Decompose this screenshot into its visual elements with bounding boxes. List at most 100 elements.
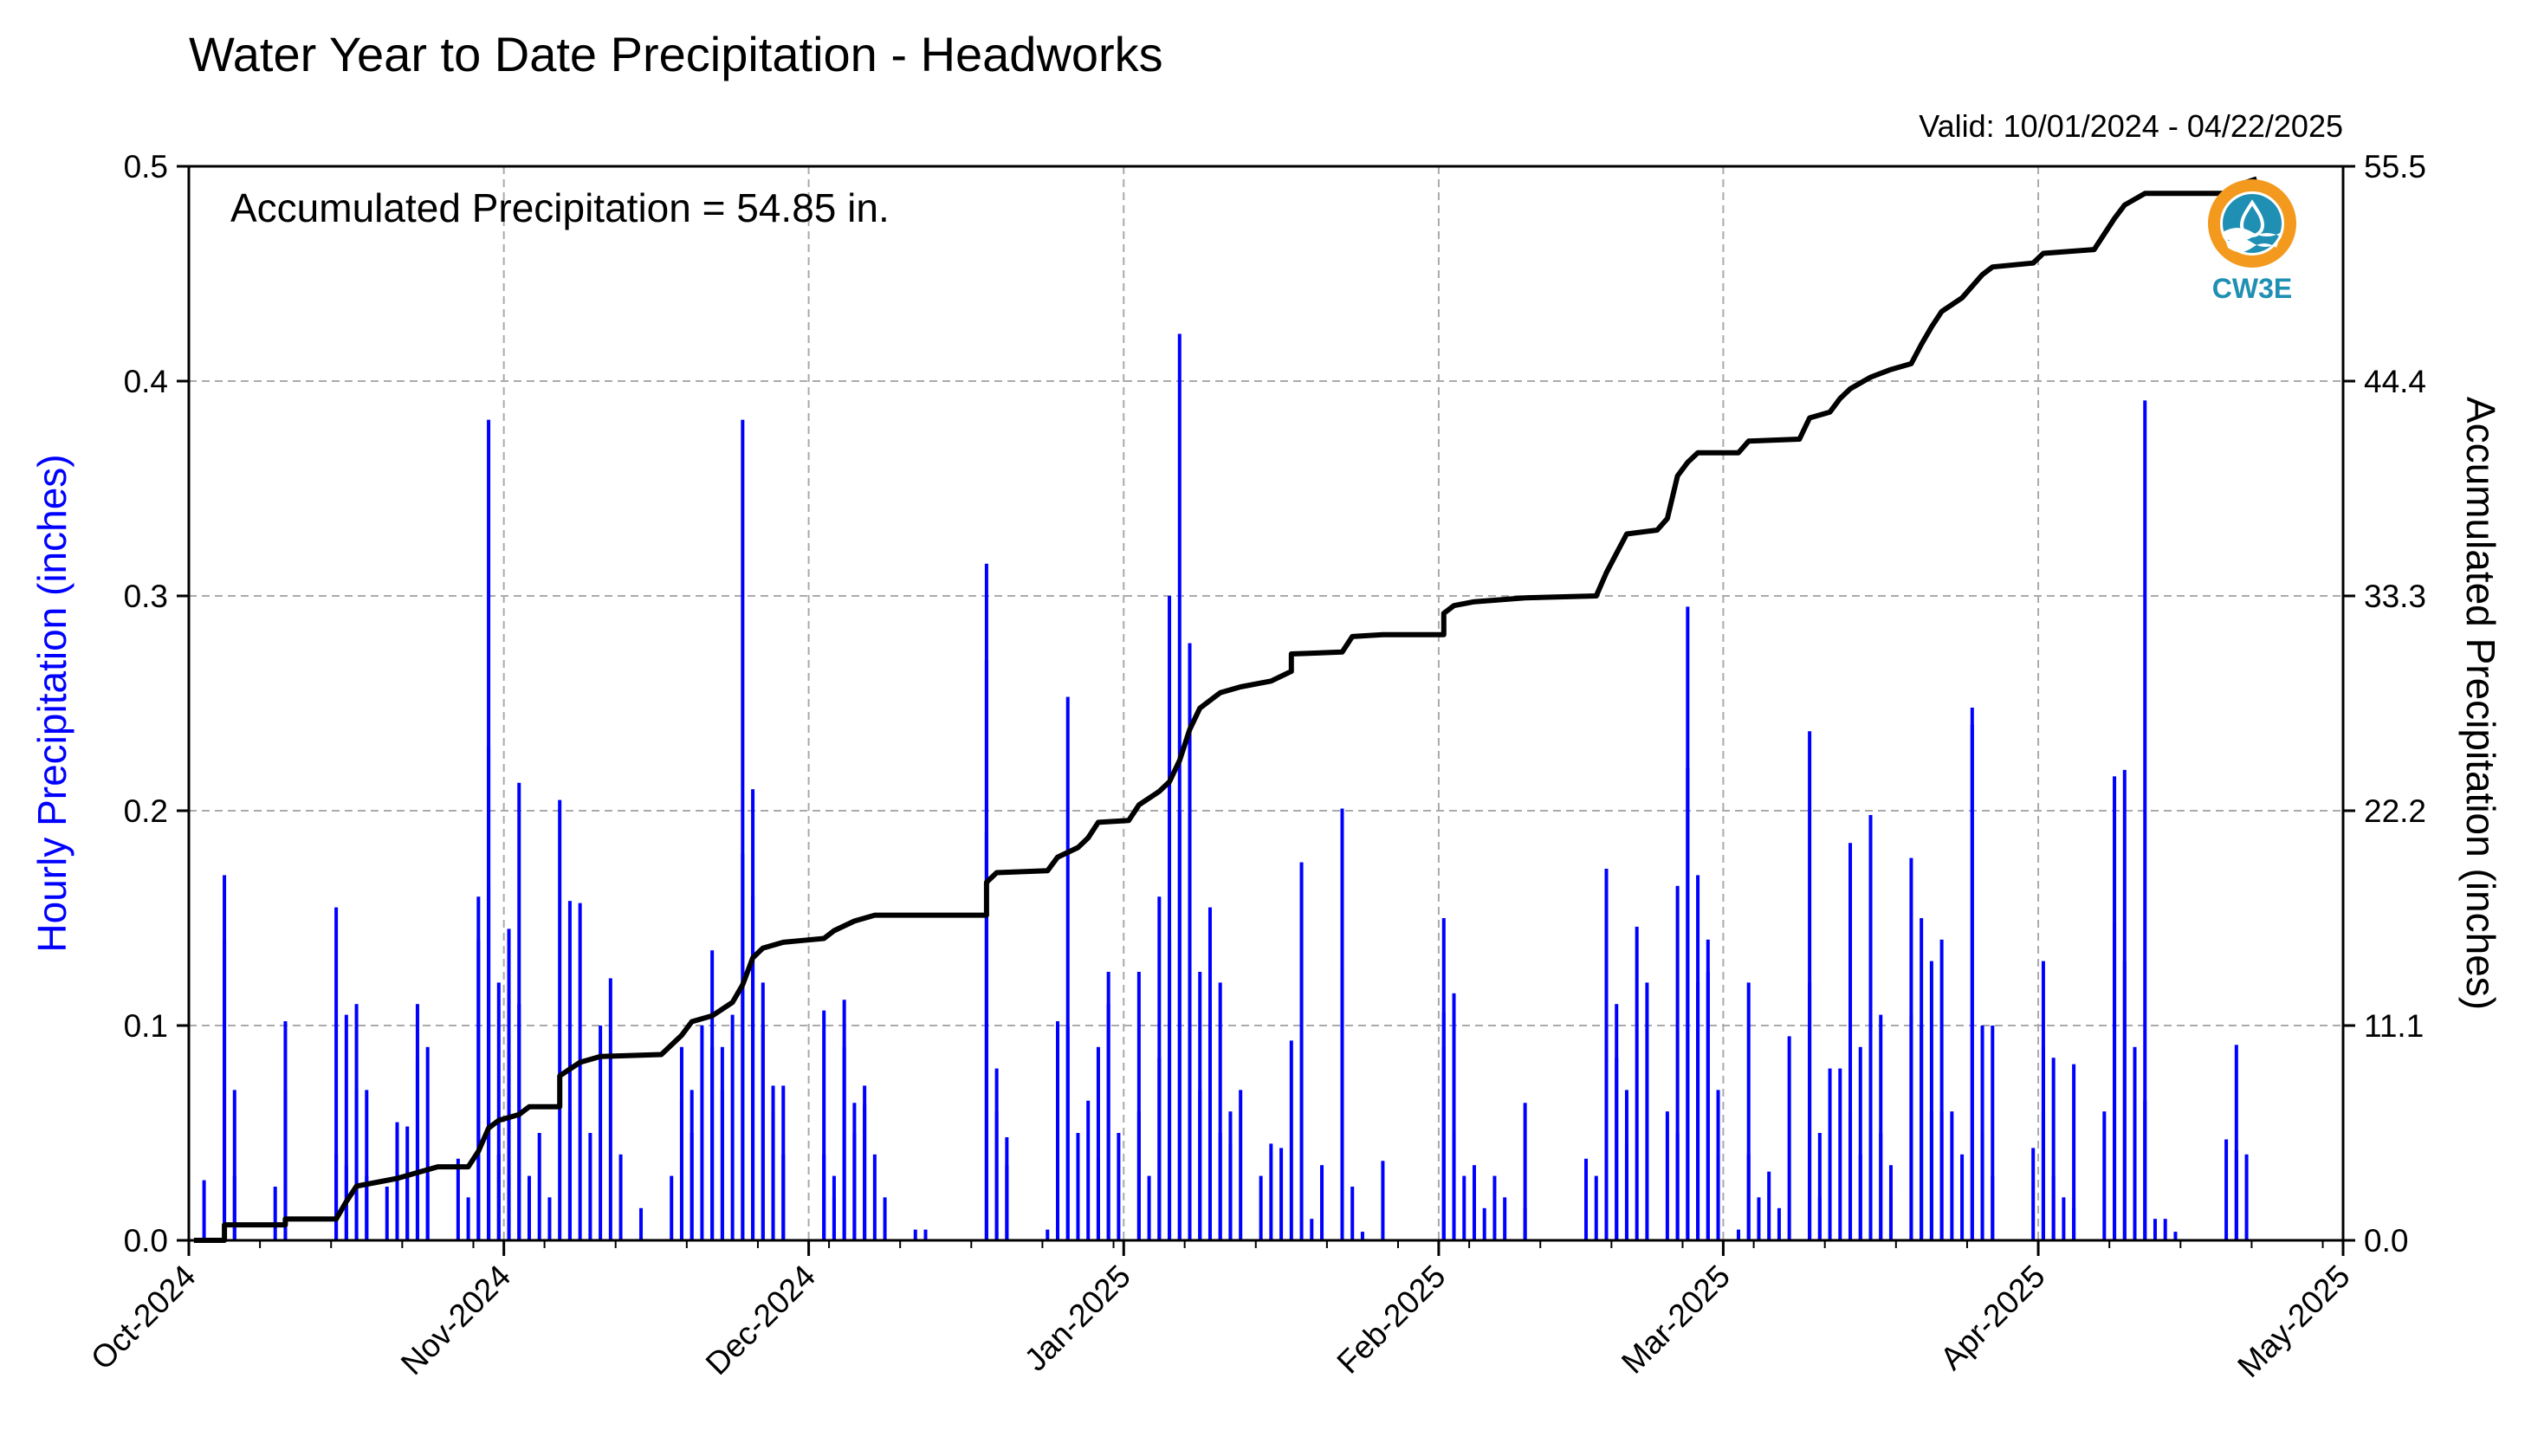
cw3e-logo: CW3E [2208,179,2296,304]
hourly-precip-bar [1492,1175,1497,1240]
hourly-bars [202,333,2249,1241]
hourly-precip-bar [1340,972,1344,1240]
hourly-precip-bar [456,1158,460,1240]
hourly-precip-bar [558,799,562,1240]
hourly-precip-bar [425,1175,430,1240]
hourly-precip-bar [741,419,745,1240]
hourly-precip-bar [2062,1197,2066,1240]
hourly-precip-bar [1269,1143,1273,1240]
y-tick-label: 0.4 [124,364,168,399]
hourly-precip-bar [1472,1165,1476,1240]
hourly-precip-bar [1838,1068,1842,1240]
hourly-precip-bar [2143,1100,2147,1240]
hourly-precip-bar [1523,1207,1527,1240]
hourly-precip-bar [1909,1014,1913,1240]
hourly-precip-bar [1310,1219,1314,1240]
hourly-precip-bar [781,1154,786,1240]
hourly-precip-bar [1960,1154,1965,1240]
hourly-precip-bar [822,1154,826,1240]
hourly-precip-bar [1117,1133,1121,1240]
hourly-precip-bar [202,1180,206,1240]
hourly-precip-bar [1136,972,1141,1240]
hourly-precip-bar [1991,1026,1995,1240]
x-tick-label: Jan-2025 [1018,1259,1137,1378]
hourly-precip-bar [1706,972,1710,1240]
hourly-precip-bar [232,1090,236,1240]
hourly-precip-bar [1777,1207,1781,1240]
hourly-precip-bar [883,1197,887,1240]
hourly-precip-bar [1462,1175,1466,1240]
hourly-precip-bar [1686,767,1690,1240]
chart-title: Water Year to Date Precipitation - Headw… [189,27,1163,81]
hourly-precip-bar [365,1090,369,1240]
hourly-precip-bar [334,1154,339,1240]
x-tick-label: Dec-2024 [699,1259,822,1382]
hourly-precip-bar [1594,1175,1598,1240]
hourly-precip-bar [578,903,582,1240]
hourly-precip-bar [334,907,339,1240]
y2-tick-label: 55.5 [2364,149,2426,184]
hourly-precip-bar [1056,1021,1060,1240]
hourly-precip-bar [1320,1165,1324,1240]
hourly-precip-bar [1828,1068,1832,1240]
hourly-precip-bar [496,982,501,1240]
hourly-precip-bar [1157,1058,1162,1240]
hourly-precip-bar [567,1111,572,1240]
y-tick-label: 0.3 [124,579,168,614]
logo-ring [2208,179,2296,268]
hourly-precip-bar [1228,1143,1233,1240]
hourly-precip-bar [720,1046,724,1240]
hourly-precip-bar [1879,1133,1883,1240]
y-axis-label: Hourly Precipitation (inches) [29,454,74,952]
hourly-precip-bar [852,1133,857,1240]
hourly-precip-bar [1086,1100,1091,1240]
hourly-precip-bar [2173,1232,2178,1240]
hourly-precip-bar [741,853,745,1240]
hourly-precip-bar [2051,1058,2056,1240]
hourly-precip-bar [1716,1154,1720,1240]
hourly-precip-bar [2153,1219,2157,1240]
hourly-precip-bar [344,1014,348,1240]
hourly-precip-bar [1381,1161,1385,1240]
hourly-precip-bar [1177,333,1182,1241]
hourly-precip-bar [608,978,612,1240]
hourly-precip-bar [2113,922,2117,1240]
hourly-precip-bar [2244,1154,2249,1240]
hourly-precip-bar [1746,1154,1751,1240]
x-tick-label: Apr-2025 [1933,1259,2052,1377]
y2-tick-label: 0.0 [2364,1223,2408,1259]
y2-tick-label: 11.1 [2364,1008,2424,1044]
accumulated-precip-line [193,176,2258,1243]
hourly-precip-bar [507,1175,511,1240]
hourly-precip-bar [1757,1197,1761,1240]
hourly-precip-bar [1696,875,1700,1240]
hourly-precip-bar [385,1187,389,1240]
hourly-precip-bar [1970,707,1974,1240]
hourly-precip-bar [283,1021,288,1240]
hourly-precip-bar [761,1026,765,1240]
x-tick-label: Oct-2024 [84,1259,203,1377]
hourly-precip-bar [771,1111,775,1240]
y-tick-label: 0.5 [124,149,168,184]
hourly-precip-bar [923,1229,928,1240]
hourly-precip-bar [425,1046,430,1240]
hourly-precip-bar [1188,724,1192,1240]
hourly-precip-bar [1929,961,1933,1240]
hourly-precip-bar [1259,1175,1263,1240]
hourly-precip-bar [1817,1197,1822,1240]
hourly-precip-bar [517,1004,521,1240]
hourly-precip-bar [1207,907,1212,1240]
hourly-precip-bar [1787,1036,1791,1240]
y2-tick-label: 22.2 [2364,793,2426,829]
hourly-precip-bar [1239,1090,1243,1240]
grid-lines [189,166,2343,1240]
hourly-precip-bar [223,875,227,1240]
x-tick-label: Feb-2025 [1330,1259,1453,1381]
y2-tick-label: 44.4 [2364,364,2426,399]
y2-axis-label: Accumulated Precipitation (inches) [2458,397,2503,1010]
hourly-precip-bar [232,1175,236,1240]
hourly-precip-bar [2133,1111,2137,1240]
hourly-precip-bar [822,1010,826,1240]
logo-wave [2226,238,2278,252]
